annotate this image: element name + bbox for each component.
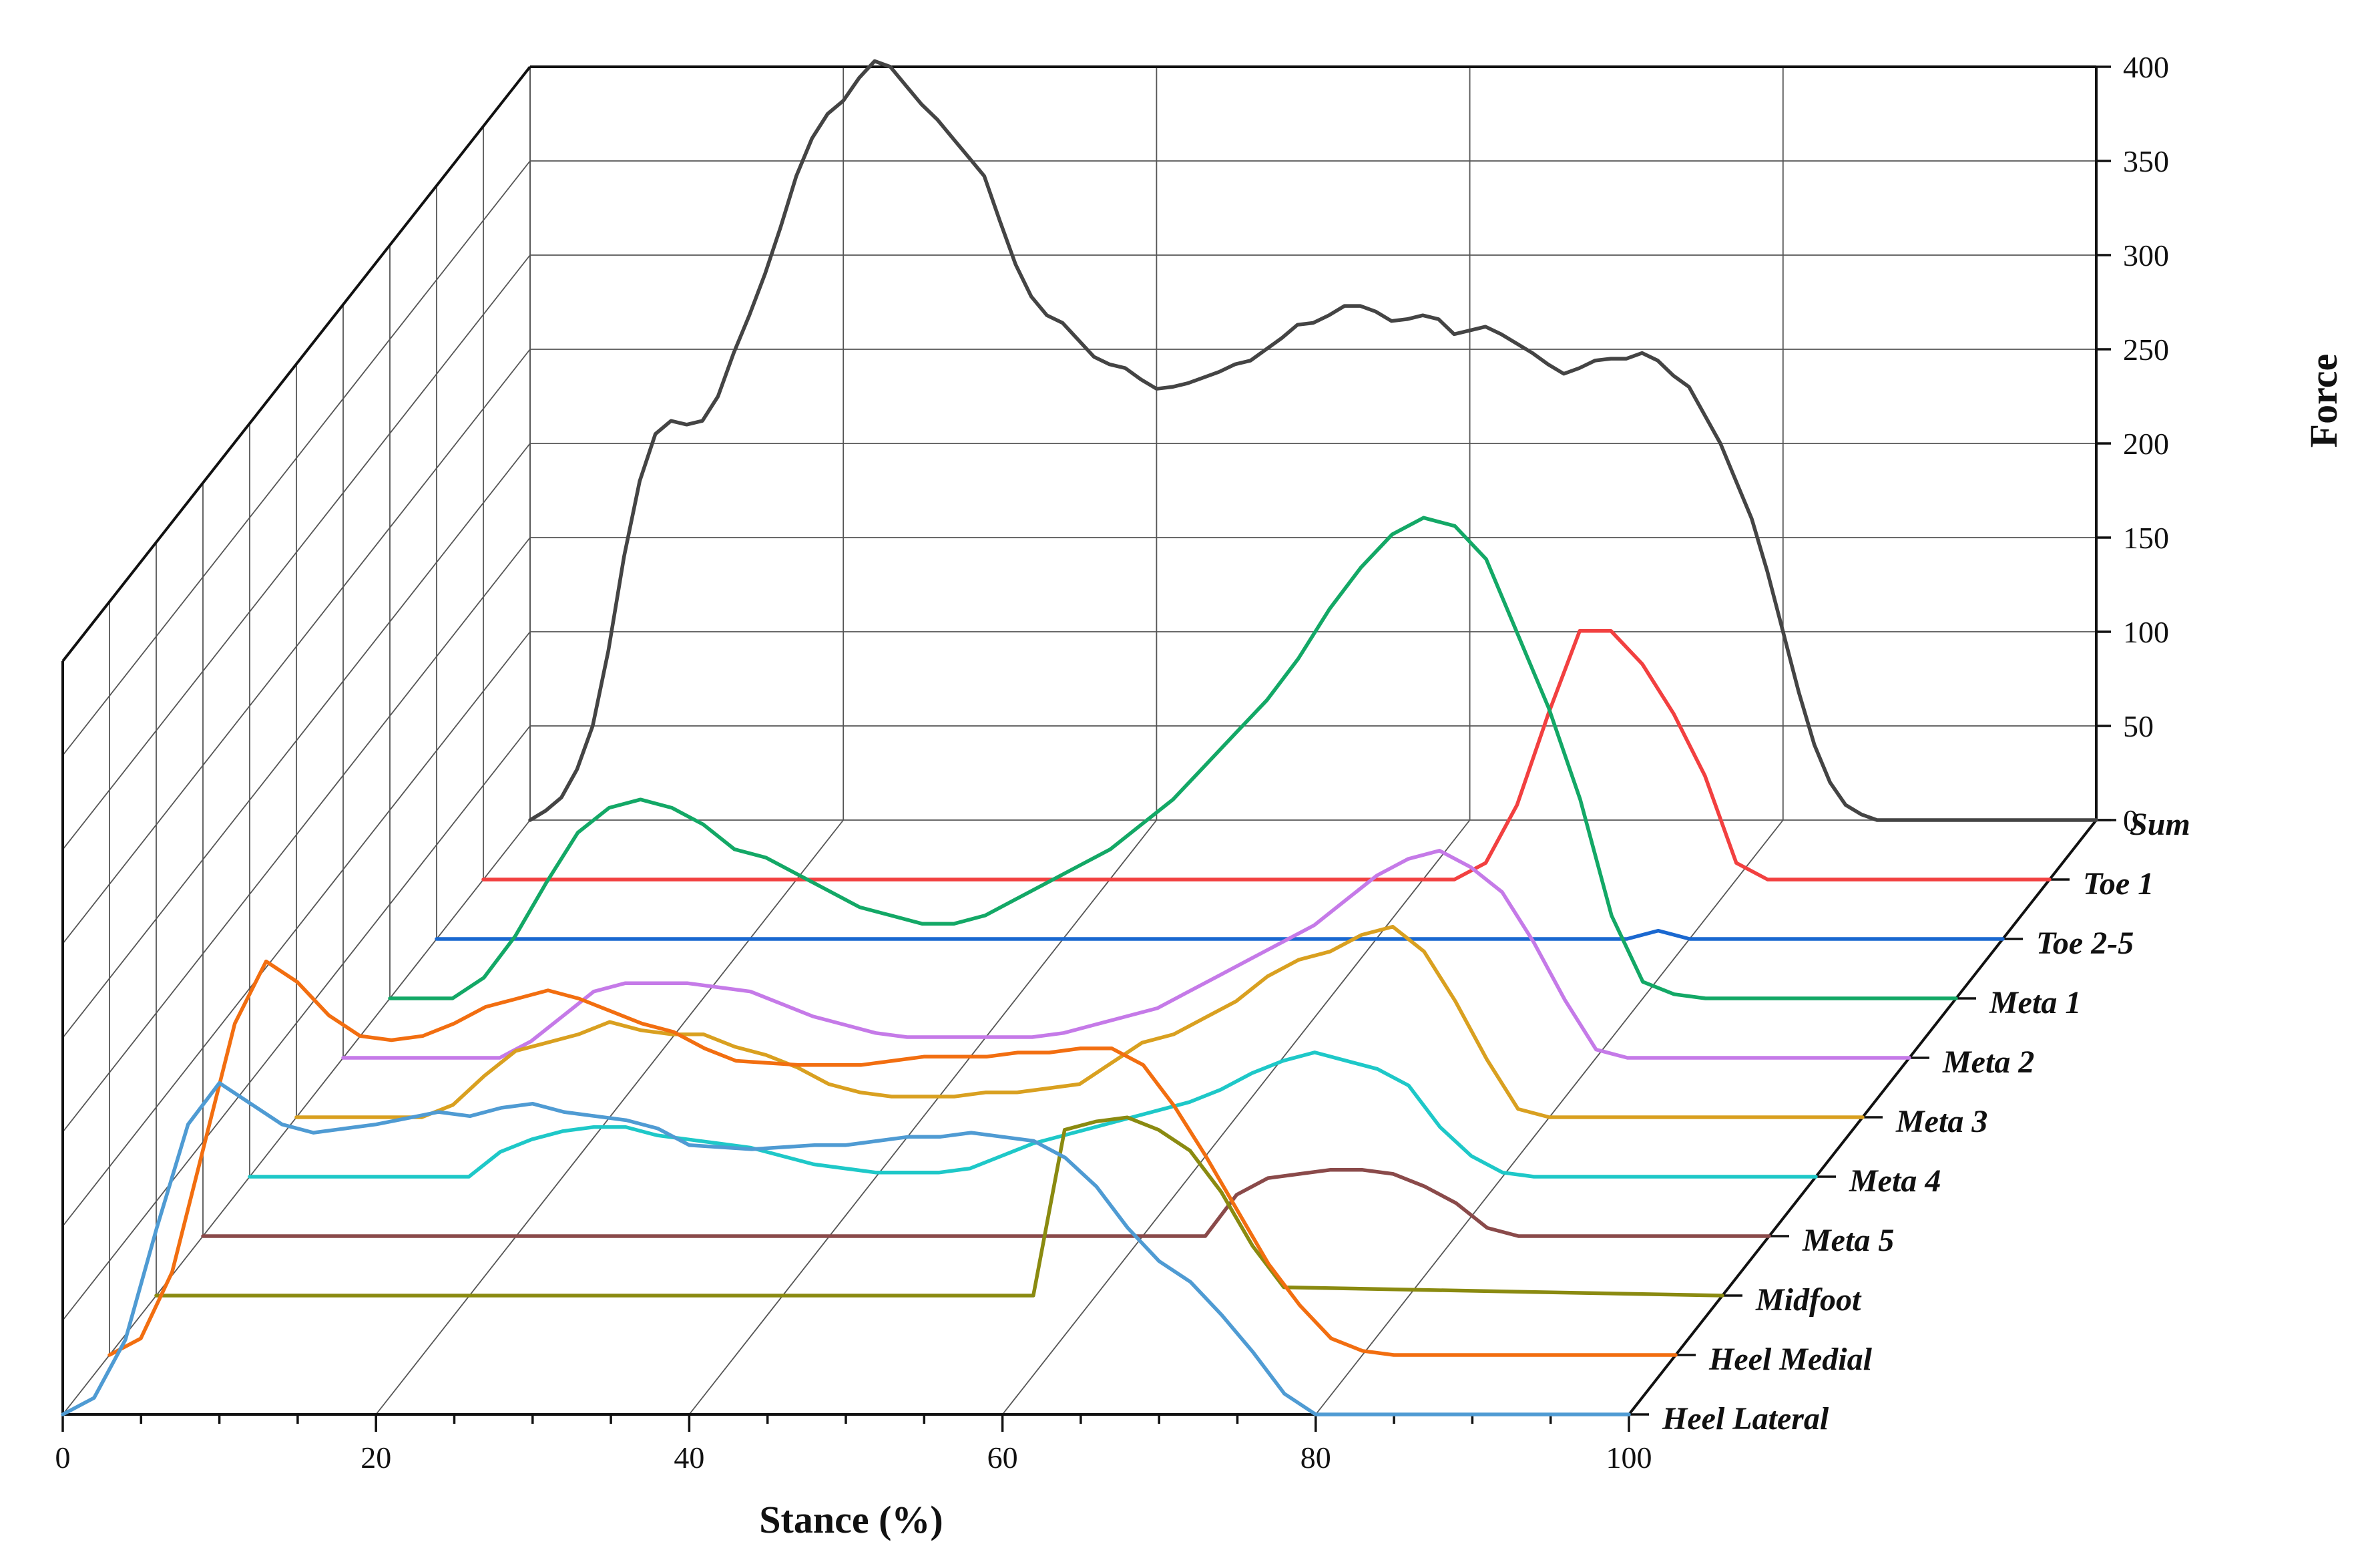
series-line-midfoot [154, 1115, 1724, 1298]
series-line-toe-2-5 [435, 928, 2005, 941]
x-tick-label: 100 [1606, 1440, 1652, 1475]
grid-layer [62, 66, 2097, 1415]
x-tick-label: 60 [987, 1440, 1018, 1475]
series-layer [61, 59, 2098, 1416]
z-tick-label: 0 [2123, 803, 2138, 837]
z-tick-label: 100 [2123, 615, 2169, 649]
series-label: Toe 2-5 [2036, 926, 2134, 961]
z-tick-label: 250 [2123, 333, 2169, 367]
series-label: Meta 5 [1802, 1223, 1894, 1258]
series-label: Meta 4 [1849, 1163, 1941, 1199]
z-tick-label: 200 [2123, 427, 2169, 461]
label-layer: 0 20 40 60 80 100 0 50 100 150 200 250 300 350 400 Sum T… [55, 50, 2190, 1475]
series-label: Meta 3 [1895, 1104, 1987, 1139]
x-axis-title: Stance (%) [759, 1498, 943, 1541]
series-label: Meta 1 [1989, 985, 2081, 1020]
x-tick-label: 0 [55, 1440, 71, 1475]
z-tick-label: 350 [2123, 144, 2169, 178]
series-line-meta-5 [201, 1167, 1771, 1238]
side-wall-gridline [62, 443, 531, 1038]
z-tick-label: 50 [2123, 709, 2154, 743]
floor-gridline [688, 819, 1158, 1415]
x-tick-label: 80 [1300, 1440, 1331, 1475]
series-line-toe-1 [481, 629, 2052, 882]
series-line-sum [528, 59, 2098, 822]
series-line-heel-medial [107, 959, 1678, 1357]
side-wall-gridline [62, 160, 531, 756]
z-tick-label: 300 [2123, 238, 2169, 272]
series-label: Sum [2130, 807, 2190, 842]
x-tick-label: 20 [361, 1440, 391, 1475]
series-label: Toe 1 [2083, 866, 2154, 902]
series-line-heel-lateral [61, 1081, 1631, 1416]
series-label: Heel Lateral [1662, 1401, 1829, 1436]
series-label: Heel Medial [1708, 1342, 1873, 1377]
series-label: Midfoot [1755, 1282, 1862, 1318]
floor-gridline [1001, 819, 1471, 1415]
side-wall-gridline [62, 631, 531, 1227]
z-tick-label: 150 [2123, 521, 2169, 555]
side-wall-gridline [62, 725, 531, 1321]
series-line-meta-1 [388, 516, 1958, 1000]
series-line-meta-3 [294, 924, 1865, 1119]
series-line-meta-2 [341, 849, 1911, 1060]
z-axis-title: Force [2302, 354, 2345, 448]
side-wall-gridline [62, 349, 531, 944]
series-label: Meta 2 [1942, 1044, 2034, 1080]
top-frame-line [61, 65, 531, 662]
series-line-meta-4 [248, 1050, 1818, 1179]
x-tick-label: 40 [674, 1440, 704, 1475]
side-wall-gridline [62, 537, 531, 1133]
side-wall-gridline [62, 254, 531, 850]
z-tick-label: 400 [2123, 50, 2169, 84]
